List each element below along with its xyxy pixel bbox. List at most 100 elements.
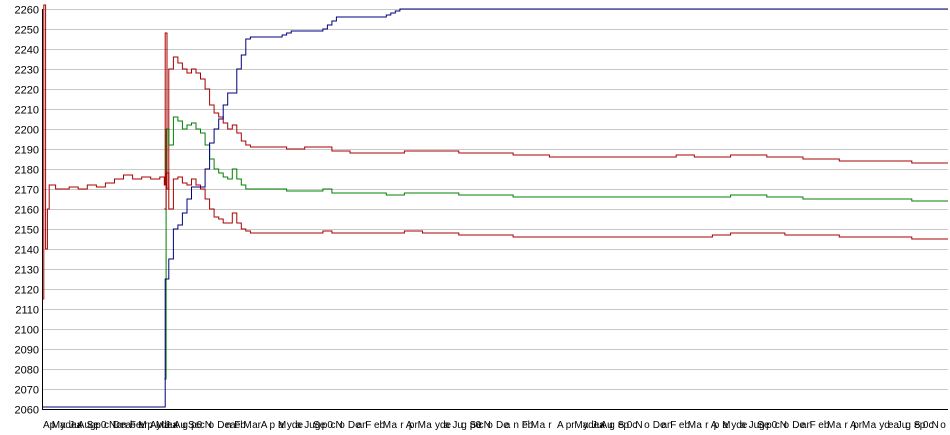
x-tick-label: Aug — [78, 420, 96, 431]
gridlines — [42, 9, 948, 410]
x-tick-label: o — [487, 420, 493, 431]
y-tick-label: 2180 — [15, 165, 39, 177]
y-tick-label: 2170 — [15, 185, 39, 197]
x-tick-label: ar — [252, 420, 262, 431]
y-tick-label: 2150 — [15, 225, 39, 237]
series-line-3 — [42, 8, 948, 408]
x-tick-label: o — [339, 420, 345, 431]
x-tick-label: g S — [609, 420, 624, 431]
x-tick-label: r A — [400, 420, 413, 431]
x-tick-label: M — [862, 420, 870, 431]
x-tick-label: Jug — [304, 420, 320, 431]
x-tick-label: ep — [914, 420, 926, 431]
y-tick-label: 2070 — [15, 385, 39, 397]
y-tick-label: 2080 — [15, 365, 39, 377]
x-tick-label: r — [548, 420, 552, 431]
x-tick-label: a — [540, 420, 546, 431]
x-tick-label: Se — [313, 420, 326, 431]
y-tick-label: 2240 — [15, 45, 39, 57]
x-tick-label: Dea — [113, 420, 132, 431]
x-tick-label: yd — [879, 420, 890, 431]
y-tick-label: 2120 — [15, 285, 39, 297]
x-tick-label: A — [557, 420, 564, 431]
x-tick-label: Ju — [897, 420, 908, 431]
x-tick-label: M — [688, 420, 696, 431]
x-tick-label: p M — [714, 420, 731, 431]
x-tick-label: a — [740, 420, 746, 431]
x-tick-label: 0c — [627, 420, 638, 431]
y-tick-label: 2100 — [15, 325, 39, 337]
x-tick-label: eb — [374, 420, 386, 431]
x-tick-label: n Fe — [121, 420, 141, 431]
x-tick-label: n F — [226, 420, 240, 431]
x-tick-label: g Se — [461, 420, 482, 431]
y-tick-label: 2190 — [15, 145, 39, 157]
y-tick-label: 2220 — [15, 85, 39, 97]
x-tick-label: Se — [87, 420, 100, 431]
series-line-2 — [164, 172, 948, 240]
x-tick-label: a — [836, 420, 842, 431]
x-tick-label: r A — [845, 420, 858, 431]
x-tick-label: Jug — [749, 420, 765, 431]
series-layer — [42, 4, 948, 408]
x-tick-label: De — [348, 420, 361, 431]
x-tick-label: pr — [853, 420, 863, 431]
x-tick-label: Au — [174, 420, 186, 431]
x-tick-label: p0 — [766, 420, 778, 431]
x-tick-label: De — [653, 420, 666, 431]
x-tick-label: yde — [287, 420, 304, 431]
y-tick-label: 2230 — [15, 65, 39, 77]
x-tick-label: an — [801, 420, 812, 431]
x-tick-label: an — [662, 420, 673, 431]
x-tick-label: M — [383, 420, 391, 431]
x-tick-label: A — [261, 420, 268, 431]
x-tick-label: eb — [679, 420, 691, 431]
y-tick-label: 2200 — [15, 125, 39, 137]
x-tick-label: N — [635, 420, 642, 431]
x-tick-label: M — [531, 420, 539, 431]
y-tick-label: 2140 — [15, 245, 39, 257]
x-tick-label: Ju — [592, 420, 603, 431]
x-tick-label: Dea — [217, 420, 236, 431]
y-tick-label: 2160 — [15, 205, 39, 217]
x-tick-label: Ma — [52, 420, 66, 431]
x-tick-label: a — [723, 420, 729, 431]
x-tick-label: o — [209, 420, 215, 431]
x-tick-label: ea — [888, 420, 900, 431]
x-tick-label: r A — [705, 420, 718, 431]
x-tick-label: a — [871, 420, 877, 431]
y-tick-label: 2130 — [15, 265, 39, 277]
axes — [42, 9, 948, 410]
x-tick-label: N — [932, 420, 939, 431]
x-tick-label: yde — [731, 420, 748, 431]
x-tick-label: cN — [775, 420, 787, 431]
x-tick-label: b M — [130, 420, 147, 431]
x-tick-label: o — [644, 420, 650, 431]
x-tick-label: n F — [513, 420, 527, 431]
y-tick-label: 2210 — [15, 105, 39, 117]
x-tick-label: ydea — [583, 420, 605, 431]
x-tick-label: eb — [522, 420, 534, 431]
x-tick-label: Ju — [69, 420, 80, 431]
x-tick-label: 0c — [923, 420, 934, 431]
x-tick-label: p0 — [322, 420, 334, 431]
x-tick-label: g S — [905, 420, 920, 431]
series-line-0 — [42, 4, 948, 300]
x-tick-label: De — [496, 420, 509, 431]
series-line-1 — [164, 116, 948, 380]
x-tick-label: cN — [479, 420, 491, 431]
x-tick-label: o — [940, 420, 946, 431]
x-tick-label: yde — [435, 420, 452, 431]
x-tick-label: cNo — [104, 420, 122, 431]
x-tick-label: De — [792, 420, 805, 431]
x-tick-label: a — [444, 420, 450, 431]
x-tick-label: cN — [331, 420, 343, 431]
x-tick-label: Se — [757, 420, 770, 431]
x-tick-label: an — [357, 420, 368, 431]
x-tick-label: F — [810, 420, 816, 431]
x-tick-label: ar A — [139, 420, 157, 431]
x-tick-label: a — [296, 420, 302, 431]
y-axis-tick-labels: 2060 2070 2080 2090 2100 2110 2120 2130 2140 2150… — [15, 5, 39, 417]
